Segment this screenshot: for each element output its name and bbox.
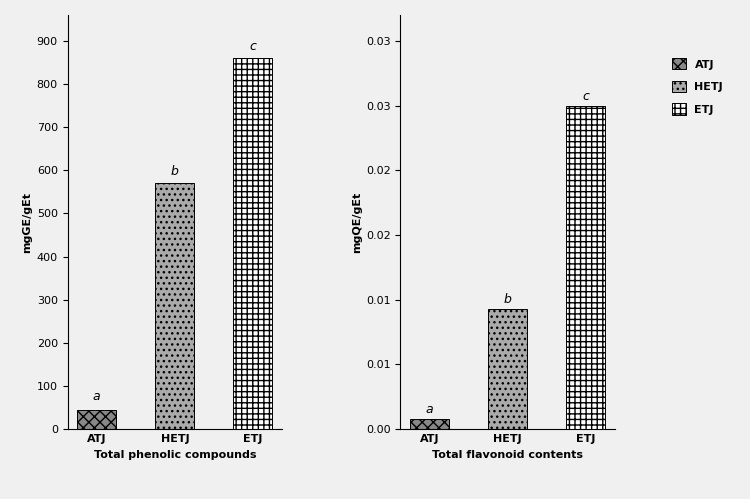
Bar [233, 58, 272, 429]
Legend: ATJ, HETJ, ETJ: ATJ, HETJ, ETJ [668, 54, 728, 119]
Bar [410, 419, 449, 429]
Y-axis label: mgGE/gEt: mgGE/gEt [22, 192, 32, 252]
Text: b: b [171, 165, 178, 178]
Text: c: c [582, 90, 590, 103]
Text: c: c [250, 40, 256, 53]
Bar [566, 106, 605, 429]
Text: a: a [426, 403, 433, 416]
Y-axis label: mgQE/gEt: mgQE/gEt [352, 192, 362, 252]
Text: a: a [93, 390, 100, 403]
Bar [77, 410, 116, 429]
Bar [155, 183, 194, 429]
X-axis label: Total flavonoid contents: Total flavonoid contents [432, 450, 584, 460]
Bar [488, 309, 527, 429]
X-axis label: Total phenolic compounds: Total phenolic compounds [94, 450, 256, 460]
Text: b: b [504, 293, 512, 306]
